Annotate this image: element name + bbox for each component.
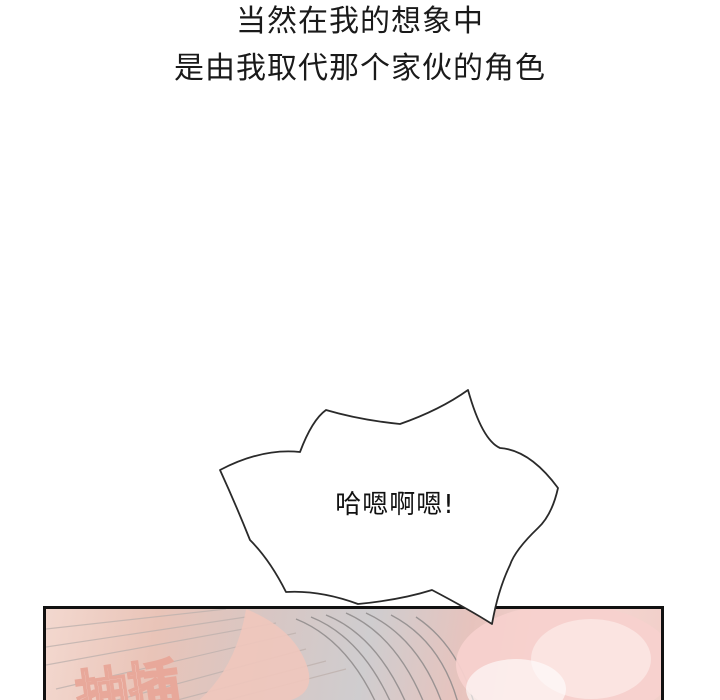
narration-line-1: 当然在我的想象中: [236, 4, 484, 39]
sfx-overlay: 抽插: [72, 652, 185, 700]
comic-panel: 抽插: [43, 606, 664, 700]
panel-artwork: [46, 609, 661, 700]
narration-line-2: 是由我取代那个家伙的角色: [174, 51, 546, 86]
speech-bubble-text: 哈嗯啊嗯!: [335, 490, 455, 520]
